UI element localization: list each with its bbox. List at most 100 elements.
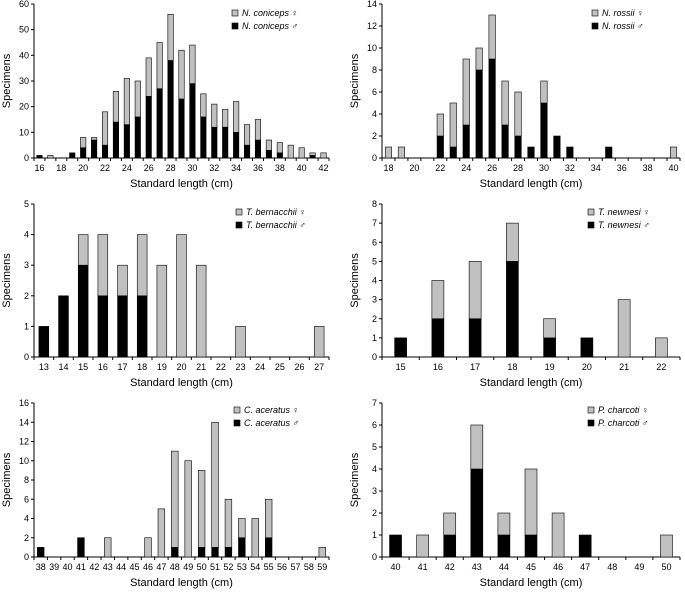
bar-female-53 <box>238 518 246 539</box>
legend-label-male: N. rossii ♂ <box>602 21 644 31</box>
x-tick-label: 22 <box>435 163 445 173</box>
y-tick-label: 3 <box>372 295 377 305</box>
bar-female-21 <box>91 137 98 141</box>
bar-male-24 <box>123 124 130 159</box>
bar-female-32 <box>211 103 218 128</box>
x-tick-label: 18 <box>137 362 147 372</box>
y-tick-label: 8 <box>372 65 377 75</box>
x-tick-label: 51 <box>210 562 220 572</box>
x-tick-label: 23 <box>235 362 245 372</box>
legend-label-female: T. newnesi ♀ <box>598 207 650 217</box>
bar-female-20 <box>176 234 187 358</box>
x-tick-label: 30 <box>187 163 197 173</box>
y-tick-label: 2 <box>372 131 377 141</box>
y-axis-title: Specimens <box>1 53 13 108</box>
x-tick-label: 52 <box>223 562 233 572</box>
bar-female-49 <box>184 460 192 558</box>
bar-male-52 <box>224 547 233 558</box>
bar-male-23 <box>449 146 457 159</box>
bar-female-15 <box>77 234 89 266</box>
bar-male-42 <box>443 534 457 558</box>
x-tick-label: 43 <box>103 562 113 572</box>
bar-male-22 <box>436 135 444 159</box>
bar-female-54 <box>251 518 259 558</box>
bar-male-47 <box>578 534 592 558</box>
legend-swatch-female <box>233 406 241 414</box>
bar-male-37 <box>265 150 272 159</box>
bar-female-42 <box>443 512 457 536</box>
x-tick-label: 28 <box>166 163 176 173</box>
y-axis-title: Specimens <box>1 253 13 308</box>
legend-swatch-female <box>587 208 595 216</box>
y-tick-label: 2 <box>24 291 29 301</box>
bar-female-27 <box>501 80 509 126</box>
bar-male-50 <box>197 547 206 558</box>
bar-male-22 <box>101 144 109 159</box>
y-tick-label: 6 <box>372 237 377 247</box>
x-tick-label: 19 <box>157 362 167 372</box>
x-tick-label: 17 <box>117 362 127 372</box>
x-tick-label: 21 <box>619 362 629 372</box>
bar-female-23 <box>235 326 246 358</box>
bar-male-36 <box>254 139 262 159</box>
bar-male-16 <box>97 295 109 358</box>
y-tick-label: 1 <box>372 530 377 540</box>
bar-male-19 <box>543 337 556 358</box>
y-tick-label: 20 <box>19 102 29 112</box>
x-tick-label: 36 <box>253 163 263 173</box>
y-tick-label: 7 <box>372 218 377 228</box>
bar-male-17 <box>468 318 482 358</box>
bar-female-17 <box>468 261 482 320</box>
x-tick-label: 18 <box>56 163 66 173</box>
x-axis-title: Standard length (cm) <box>480 377 583 389</box>
bar-female-27 <box>313 326 325 358</box>
x-tick-label: 16 <box>34 163 44 173</box>
chart-panel-1: 0 10 20 30 40 50 60 16 18 20 22 24 26 28 30 32 34 36 38 40 4… <box>1 0 330 190</box>
bar-male-40 <box>389 534 402 558</box>
bar-female-25 <box>475 47 483 71</box>
x-tick-label: 20 <box>582 362 592 372</box>
bar-male-29 <box>178 98 185 159</box>
bar-male-29 <box>527 146 535 159</box>
legend-label-male: P. charcoti ♂ <box>598 418 649 428</box>
bar-female-25 <box>134 80 141 118</box>
y-tick-label: 10 <box>19 456 29 466</box>
x-tick-label: 43 <box>472 562 482 572</box>
y-tick-label: 0 <box>24 153 29 163</box>
bar-female-59 <box>318 547 326 558</box>
x-tick-label: 30 <box>539 163 549 173</box>
bar-female-21 <box>195 264 207 358</box>
bar-female-16 <box>97 234 109 297</box>
x-tick-label: 26 <box>294 362 304 372</box>
bar-female-29 <box>178 49 185 100</box>
bar-male-26 <box>145 96 152 159</box>
x-tick-label: 17 <box>470 362 480 372</box>
bar-male-28 <box>514 135 522 159</box>
bar-male-41 <box>77 537 85 558</box>
bar-male-55 <box>265 537 273 558</box>
y-tick-label: 40 <box>19 50 29 60</box>
bar-female-27 <box>156 42 163 90</box>
bar-female-17 <box>117 264 128 297</box>
y-tick-label: 5 <box>24 199 29 209</box>
y-tick-label: 1 <box>24 321 29 331</box>
x-tick-label: 21 <box>196 362 206 372</box>
x-tick-label: 24 <box>461 163 471 173</box>
x-tick-label: 24 <box>255 362 265 372</box>
bar-male-13 <box>38 326 50 358</box>
x-tick-label: 20 <box>409 163 419 173</box>
y-tick-label: 2 <box>372 508 377 518</box>
x-tick-label: 40 <box>669 163 679 173</box>
legend-swatch-male <box>587 221 595 229</box>
bar-female-30 <box>540 80 548 104</box>
bar-male-35 <box>605 146 613 159</box>
bar-female-31 <box>200 93 207 118</box>
bar-female-22 <box>436 113 444 137</box>
bar-female-36 <box>254 119 262 141</box>
x-tick-label: 27 <box>314 362 324 372</box>
bar-male-19 <box>69 152 76 159</box>
x-tick-label: 50 <box>661 562 671 572</box>
bar-male-45 <box>524 534 538 558</box>
